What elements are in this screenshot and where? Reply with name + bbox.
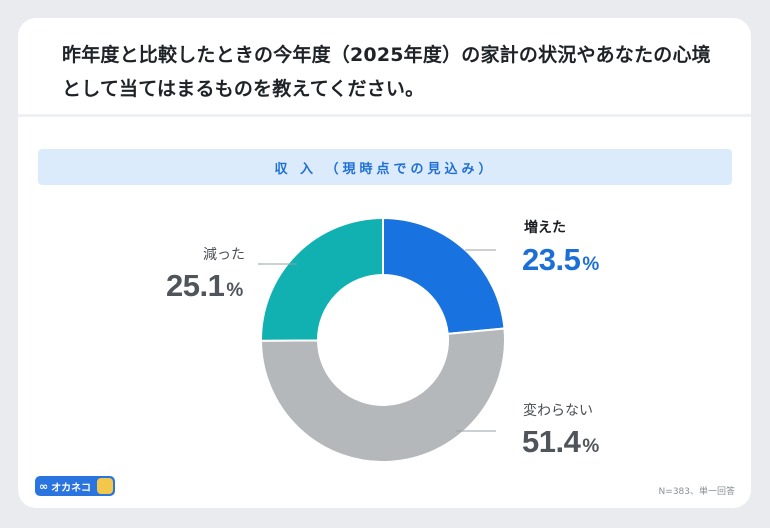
sample-note: N=383、単一回答 — [658, 487, 735, 497]
chart-card: 昨年度と比較したときの今年度（2025年度）の家計の状況やあなたの心境として当て… — [18, 18, 751, 508]
decreased-value-number: 25.1 — [166, 268, 225, 303]
label-decreased-name: 減った — [203, 247, 245, 263]
brand-logo: ∞ オカネコ — [35, 476, 115, 496]
label-unchanged-name: 変わらない — [523, 403, 593, 419]
decreased-value-unit: % — [226, 280, 243, 301]
unchanged-value-number: 51.4 — [522, 424, 581, 459]
brand-name: オカネコ — [51, 482, 91, 494]
label-decreased-value: 25.1% — [166, 268, 243, 304]
label-increased-name: 増えた — [524, 220, 566, 236]
cat-mascot-icon — [97, 478, 113, 494]
unchanged-value-unit: % — [582, 436, 599, 457]
label-increased-value: 23.5% — [522, 242, 599, 278]
slice-increased — [382, 216, 506, 335]
section-title: 収 入 （現時点での見込み） — [38, 149, 732, 185]
label-unchanged-value: 51.4% — [522, 424, 599, 460]
divider — [18, 114, 751, 117]
infinity-icon: ∞ — [39, 479, 49, 493]
increased-value-number: 23.5 — [522, 242, 581, 277]
question-title: 昨年度と比較したときの今年度（2025年度）の家計の状況やあなたの心境として当て… — [62, 44, 711, 100]
increased-value-unit: % — [582, 254, 599, 275]
slice-decreased — [260, 216, 384, 342]
slice-unchanged — [259, 327, 506, 463]
donut-chart — [258, 216, 506, 463]
